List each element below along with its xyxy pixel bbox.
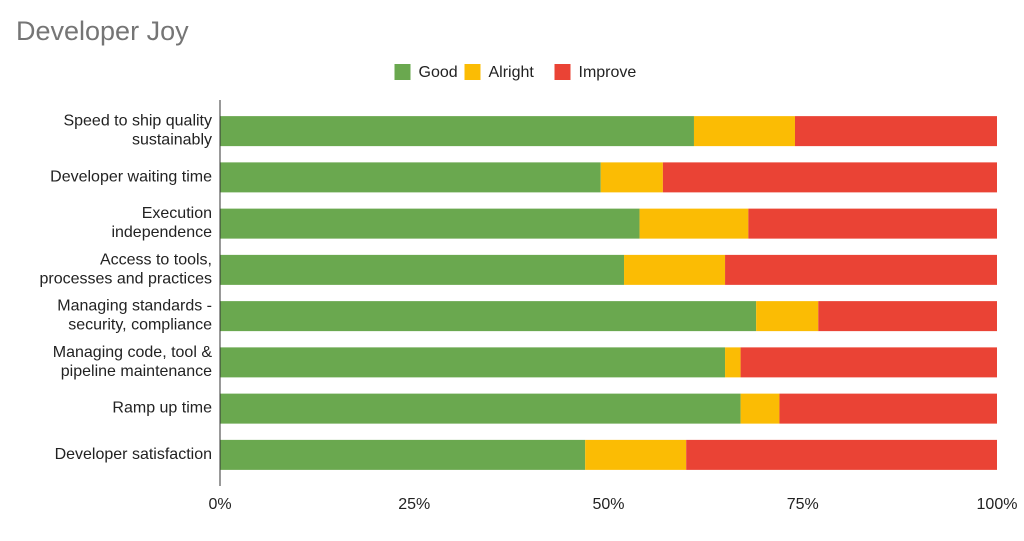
bar-segment <box>220 208 640 239</box>
bar-segment <box>693 116 795 147</box>
y-tick-label-line: security, compliance <box>68 317 212 334</box>
bar-segment <box>725 347 741 378</box>
legend-label: Alright <box>489 64 535 81</box>
y-tick-label-line: Managing standards - <box>57 298 212 315</box>
bar-segment <box>220 116 694 147</box>
legend-swatch <box>394 64 411 80</box>
bar-segment <box>779 393 997 424</box>
bar-segment <box>740 347 997 378</box>
y-tick-label-line: independence <box>111 224 212 241</box>
bar-segment <box>662 162 997 193</box>
y-tick-label-line: Developer waiting time <box>50 169 212 186</box>
bar-segment <box>220 254 625 285</box>
y-tick-label-line: Ramp up time <box>112 400 212 417</box>
y-tick-label: Managing code, tool & pipeline maintenanc… <box>53 344 213 380</box>
x-tick-label: 75% <box>787 496 819 513</box>
bar-segment <box>748 208 997 239</box>
legend-label: Good <box>419 64 458 81</box>
bar-segment <box>220 439 586 470</box>
legend-label: Improve <box>579 64 637 81</box>
y-tick-label: Access to tools, processes and practices <box>39 252 212 288</box>
y-tick-label-line: Speed to ship quality <box>63 113 212 130</box>
y-tick-label: Ramp up time <box>112 400 212 417</box>
x-tick-label: 50% <box>592 496 624 513</box>
y-tick-label: Managing standards - security, compliance <box>57 298 212 334</box>
y-tick-label: Execution independence <box>111 205 212 241</box>
y-tick-label-line: processes and practices <box>39 271 212 288</box>
x-tick-label: 0% <box>208 496 231 513</box>
legend-swatch <box>464 64 481 80</box>
y-tick-label-line: Execution <box>142 205 212 222</box>
y-tick-label-line: Developer satisfaction <box>55 446 212 463</box>
chart-title: Developer Joy <box>16 16 189 46</box>
bar-segment <box>220 347 726 378</box>
bar-segment <box>740 393 780 424</box>
bar-segment <box>220 162 601 193</box>
bar-segment <box>220 301 757 332</box>
bar-segment <box>585 439 687 470</box>
legend-swatch <box>554 64 571 80</box>
y-tick-label: Developer waiting time <box>50 169 212 186</box>
bar-segment <box>639 208 749 239</box>
y-tick-label: Speed to ship quality sustainably <box>63 113 212 149</box>
x-tick-label: 100% <box>977 496 1018 513</box>
bar-segment <box>756 301 819 332</box>
bar-segment <box>818 301 997 332</box>
y-tick-label: Developer satisfaction <box>55 446 212 463</box>
bar-segment <box>794 116 997 147</box>
y-tick-label-line: Managing code, tool & <box>53 344 213 361</box>
bar-segment <box>686 439 997 470</box>
y-tick-label-line: Access to tools, <box>100 252 212 269</box>
bar-segment <box>725 254 997 285</box>
y-tick-label-line: sustainably <box>132 132 212 149</box>
x-tick-label: 25% <box>398 496 430 513</box>
bar-segment <box>600 162 663 193</box>
bar-segment <box>624 254 726 285</box>
y-tick-label-line: pipeline maintenance <box>61 363 212 380</box>
bar-segment <box>220 393 741 424</box>
